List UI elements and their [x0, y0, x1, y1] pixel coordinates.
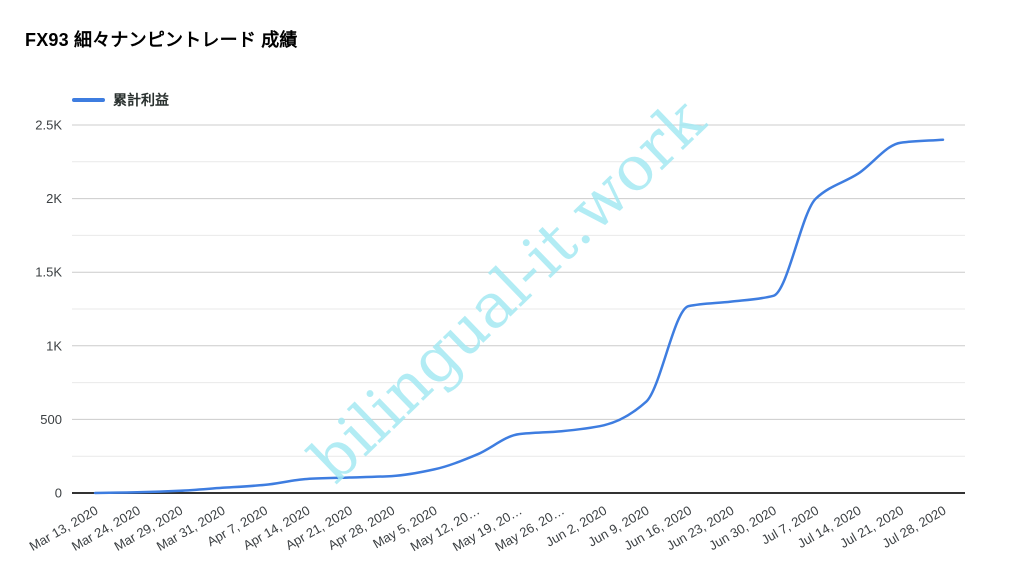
cumulative-profit-series-line: [93, 138, 945, 495]
y-axis-tick-label: 2K: [46, 191, 62, 206]
y-axis-tick-label: 1.5K: [35, 265, 62, 280]
y-axis-tick-label: 0: [55, 486, 62, 501]
y-axis-tick-label: 2.5K: [35, 118, 62, 133]
y-axis-tick-label: 500: [40, 412, 62, 427]
legend-line-swatch: [72, 98, 105, 102]
legend: 累計利益: [72, 90, 169, 110]
chart-title: FX93 細々ナンピントレード 成績: [25, 30, 298, 50]
legend-label: 累計利益: [113, 92, 169, 108]
y-axis-tick-label: 1K: [46, 338, 62, 353]
